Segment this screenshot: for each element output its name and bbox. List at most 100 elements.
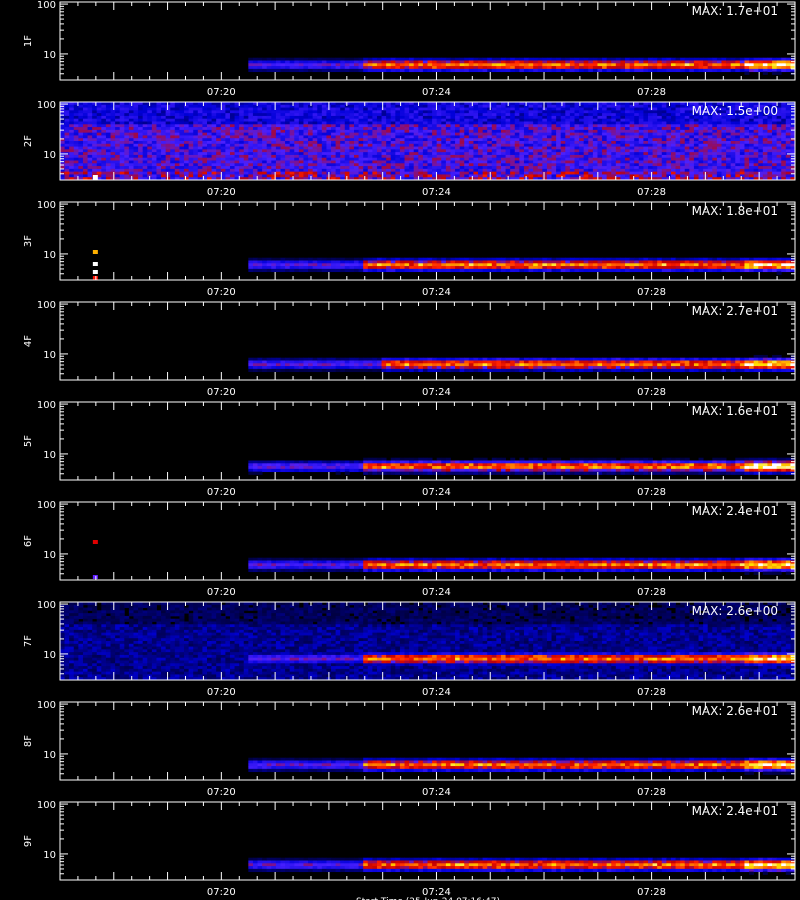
heatmap-cell (367, 171, 373, 175)
heatmap-cell (464, 141, 470, 145)
heatmap-cell (133, 163, 139, 167)
heatmap-cell (721, 129, 727, 134)
heatmap-cell (427, 146, 433, 150)
heatmap-cell (670, 102, 676, 106)
heatmap-cell (487, 63, 493, 67)
heatmap-cell (597, 110, 603, 114)
heatmap-cell (326, 166, 332, 170)
heatmap-cell (491, 102, 497, 106)
heatmap-cell (193, 107, 199, 111)
heatmap-cell (317, 118, 323, 122)
heatmap-cell (170, 129, 176, 134)
heatmap-cell (294, 57, 300, 61)
heatmap-cell (620, 104, 626, 108)
heatmap-cell (491, 146, 497, 150)
heatmap-cell (648, 154, 653, 159)
heatmap-cell (661, 138, 667, 142)
heatmap-cell (455, 60, 461, 64)
heatmap-cell (753, 177, 759, 181)
heatmap-cell (730, 57, 736, 61)
heatmap-cell (252, 104, 258, 108)
heatmap-cell (730, 135, 736, 139)
heatmap-cell (376, 149, 382, 153)
heatmap-cell (188, 127, 194, 131)
heatmap-cell (239, 132, 245, 136)
heatmap-cell (367, 113, 373, 117)
heatmap-cell (243, 107, 249, 111)
heatmap-cell (620, 118, 626, 122)
heatmap-cell (698, 132, 704, 136)
heatmap-cell (174, 157, 180, 161)
heatmap-cell (229, 110, 235, 114)
heatmap-cell (326, 152, 332, 156)
heatmap-cell (496, 107, 502, 111)
heatmap-cell (592, 57, 598, 61)
heatmap-cell (450, 135, 456, 139)
heatmap-cell (252, 102, 258, 106)
heatmap-cell (188, 141, 194, 145)
heatmap-cell (533, 174, 539, 178)
heatmap-cell (243, 177, 249, 181)
heatmap-cell (376, 163, 382, 167)
heatmap-cell (142, 166, 148, 170)
heatmap-cell (92, 135, 98, 139)
heatmap-cell (689, 149, 695, 153)
heatmap-cell (514, 63, 520, 67)
heatmap-cell (459, 154, 465, 159)
heatmap-cell (390, 146, 396, 150)
heatmap-cell (211, 141, 217, 145)
heatmap-cell (188, 168, 194, 173)
heatmap-cell (542, 115, 548, 120)
heatmap-cell (266, 113, 272, 117)
heatmap-cell (179, 124, 185, 128)
heatmap-cell (87, 152, 93, 156)
heatmap-cell (560, 113, 566, 117)
heatmap-cell (666, 157, 672, 161)
heatmap-cell (721, 104, 727, 108)
heatmap-cell (482, 157, 488, 161)
heatmap-cell (505, 141, 511, 145)
heatmap-cell (491, 143, 497, 147)
heatmap-cell (156, 154, 162, 159)
heatmap-cell (294, 132, 300, 136)
heatmap-cell (294, 174, 300, 178)
heatmap-cell (565, 138, 571, 142)
heatmap-cell (280, 135, 286, 139)
heatmap-cell (390, 115, 396, 120)
heatmap-cell (670, 143, 676, 147)
heatmap-cell (248, 115, 254, 120)
heatmap-cell (229, 154, 235, 159)
heatmap-cell (634, 107, 640, 111)
heatmap-cell (432, 160, 438, 164)
heatmap-cell (349, 168, 355, 173)
heatmap-cell (133, 118, 139, 122)
heatmap-cell (381, 121, 387, 125)
heatmap-cell (257, 118, 263, 122)
heatmap-cell (473, 152, 479, 156)
heatmap-cell (441, 104, 447, 108)
heatmap-cell (390, 160, 396, 164)
heatmap-cell (207, 166, 212, 170)
heatmap-cell (202, 110, 208, 114)
heatmap-cell (602, 124, 608, 128)
heatmap-cell (602, 60, 608, 64)
heatmap-cell (753, 157, 759, 161)
heatmap-cell (110, 166, 116, 170)
heatmap-cell (101, 154, 107, 159)
heatmap-cell (386, 146, 392, 150)
heatmap-cell (312, 141, 318, 145)
heatmap-cell (560, 177, 566, 181)
heatmap-cell (670, 177, 676, 181)
heatmap-cell (546, 118, 552, 122)
heatmap-cell (546, 57, 552, 61)
heatmap-cell (418, 127, 424, 131)
heatmap-cell (367, 154, 373, 159)
heatmap-cell (395, 149, 401, 153)
heatmap-cell (229, 141, 235, 145)
heatmap-cell (680, 129, 686, 134)
heatmap-cell (551, 107, 557, 111)
heatmap-cell (165, 121, 171, 125)
heatmap-cell (629, 166, 635, 170)
heatmap-cell (151, 135, 157, 139)
heatmap-cell (390, 113, 396, 117)
